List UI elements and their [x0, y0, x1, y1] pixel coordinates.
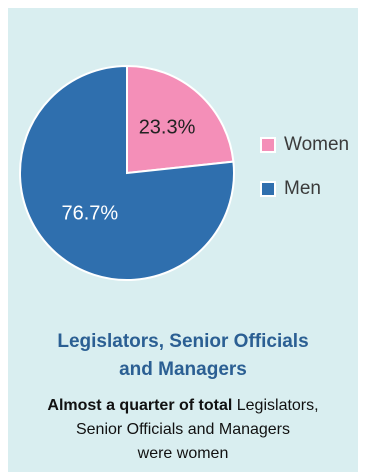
caption-line1: Almost a quarter of total Legislators, — [8, 394, 358, 418]
legend-label-men: Men — [284, 178, 321, 199]
legend-swatch-men — [260, 181, 276, 197]
caption-rest: Legislators, — [232, 397, 319, 414]
caption-line3: were women — [137, 445, 229, 462]
data-label-men: 76.7% — [61, 203, 118, 225]
legend-swatch-women — [260, 137, 276, 153]
legend-label-women: Women — [284, 134, 350, 155]
data-label-women: 23.3% — [139, 117, 196, 139]
caption-line2: Senior Officials and Managers — [75, 421, 291, 438]
legend-item-men: Men — [260, 177, 349, 201]
legend: Women Men — [260, 133, 349, 221]
pie-slice-men — [19, 64, 235, 281]
chart-panel: 23.3% 76.7% Women Men Legislators, Senior… — [8, 8, 358, 472]
chart-title-line1: Legislators, Senior Officials — [57, 331, 309, 352]
chart-caption: Almost a quarter of total Legislators, S… — [8, 394, 358, 466]
chart-title: Legislators, Senior Officials and Manage… — [8, 328, 358, 384]
pie-slice-women — [126, 64, 235, 175]
legend-item-women: Women — [260, 133, 349, 157]
pie-chart: 23.3% 76.7% — [19, 64, 235, 281]
chart-title-line2: and Managers — [119, 359, 247, 380]
caption-bold: Almost a quarter of total — [47, 397, 233, 414]
